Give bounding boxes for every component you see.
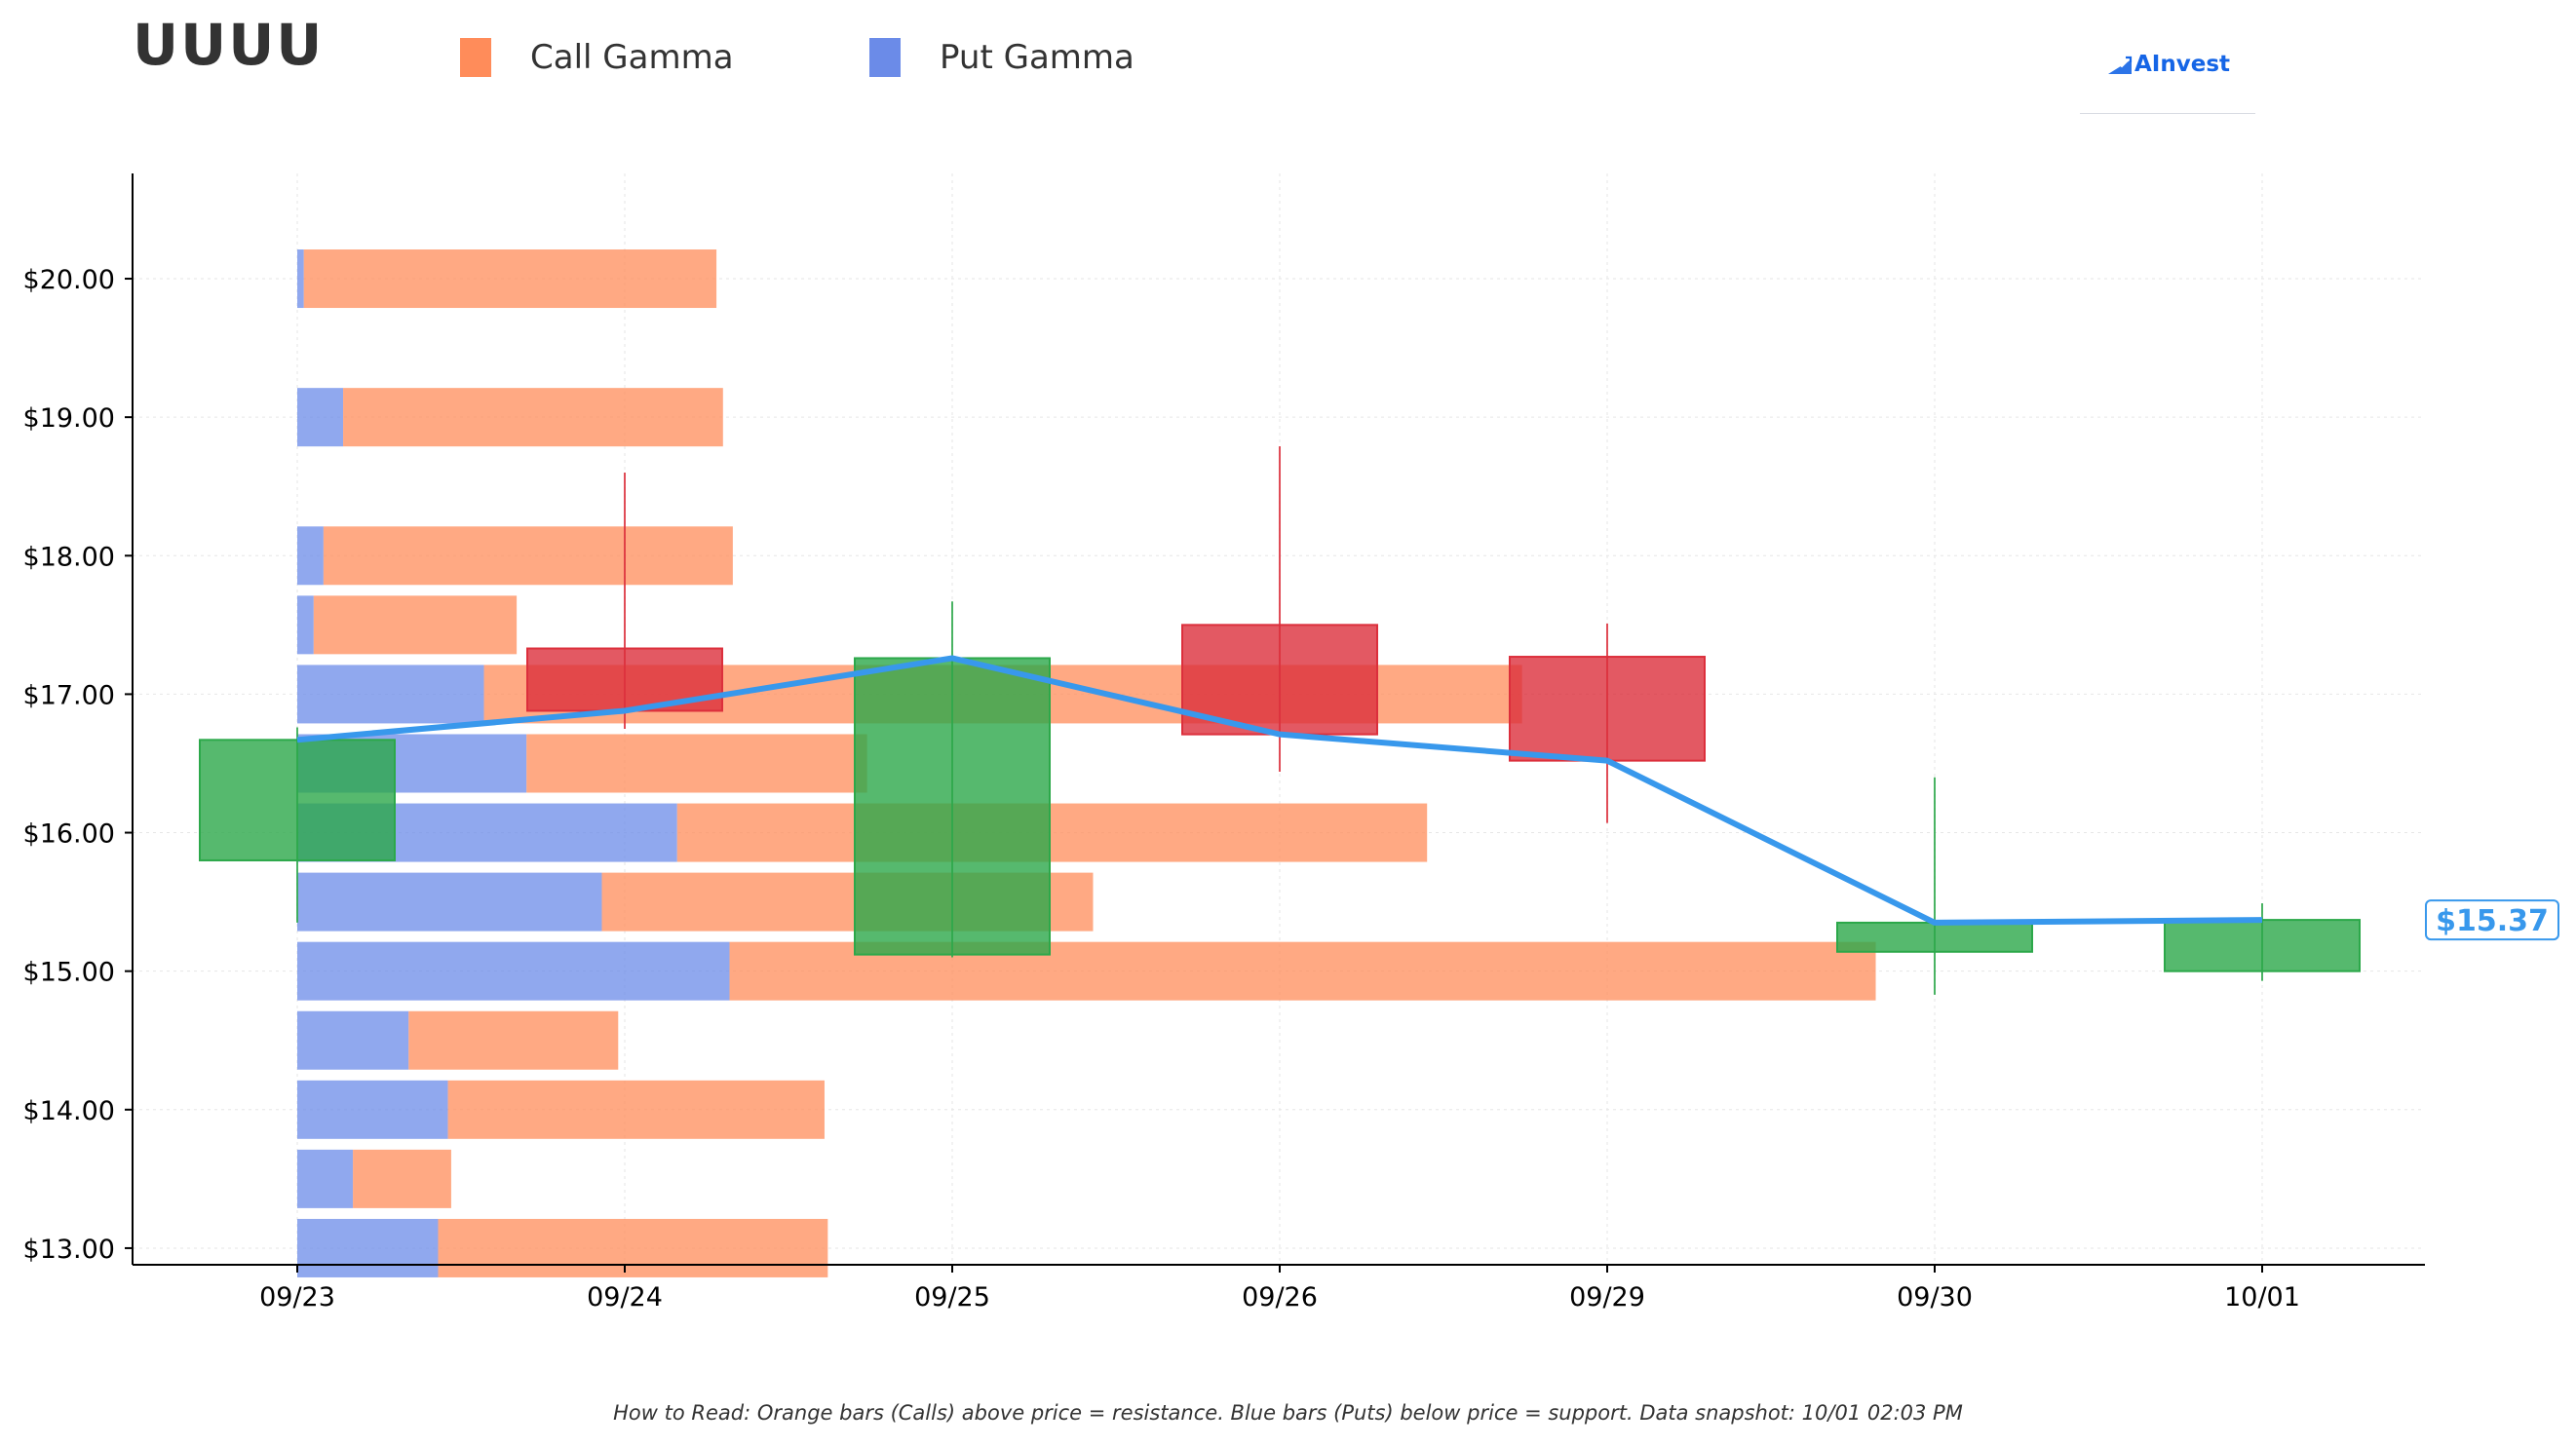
call-gamma-bar <box>526 734 867 793</box>
x-tick-label: 10/01 <box>2224 1282 2300 1313</box>
put-gamma-bar <box>297 941 730 1001</box>
y-tick-label: $17.00 <box>23 680 115 710</box>
ticker-title: UUUU <box>133 12 325 78</box>
brand-logo-box: AInvest <box>2080 47 2255 114</box>
gamma-bars <box>297 249 1876 1277</box>
y-tick-label: $19.00 <box>23 403 115 434</box>
put-gamma-bar <box>297 249 304 309</box>
axis-labels: $15.37 $13.00 $14.00 $15.00 $16.00 $17.00 $18.… <box>23 265 2559 1313</box>
call-gamma-label: Call Gamma <box>530 38 734 77</box>
call-gamma-bar <box>313 595 518 655</box>
put-gamma-swatch <box>869 38 901 77</box>
put-gamma-bar <box>297 665 484 724</box>
y-tick-label: $18.00 <box>23 542 115 572</box>
candle-body <box>2164 919 2361 972</box>
call-gamma-bar <box>676 803 1428 862</box>
put-gamma-bar <box>297 595 314 655</box>
put-gamma-bar <box>297 1080 448 1139</box>
call-gamma-bar <box>353 1149 451 1208</box>
candles <box>199 446 2361 995</box>
put-gamma-bar <box>297 388 344 447</box>
put-gamma-bar <box>297 1218 439 1277</box>
candle-body <box>1509 656 1706 762</box>
legend-put-gamma: Put Gamma <box>869 33 1134 82</box>
x-tick-label: 09/26 <box>1242 1282 1318 1313</box>
y-tick-label: $20.00 <box>23 265 115 295</box>
chart-growth-icon <box>2108 56 2133 74</box>
brand-logo: AInvest <box>2107 52 2230 77</box>
call-gamma-swatch <box>460 38 491 77</box>
current-price-label: $15.37 <box>2436 904 2549 938</box>
call-gamma-bar <box>447 1080 825 1139</box>
x-tick-label: 09/23 <box>259 1282 335 1313</box>
axes <box>125 173 2425 1273</box>
x-tick-label: 09/25 <box>914 1282 990 1313</box>
y-tick-label: $16.00 <box>23 819 115 850</box>
x-tick-label: 09/30 <box>1897 1282 1973 1313</box>
x-tick-label: 09/29 <box>1569 1282 1645 1313</box>
price-polyline <box>296 655 2263 926</box>
legend-call-gamma: Call Gamma <box>460 33 734 82</box>
brand-name: AInvest <box>2134 52 2231 77</box>
candle-body <box>199 739 396 861</box>
x-tick-label: 09/24 <box>587 1282 663 1313</box>
y-tick-label: $15.00 <box>23 958 115 988</box>
put-gamma-bar <box>297 872 602 932</box>
call-gamma-bar <box>323 526 733 586</box>
candle-body <box>1181 624 1378 736</box>
y-tick-label: $14.00 <box>23 1096 115 1126</box>
put-gamma-bar <box>297 1149 354 1208</box>
put-gamma-bar <box>297 526 324 586</box>
call-gamma-bar <box>343 388 723 447</box>
put-gamma-label: Put Gamma <box>940 38 1134 77</box>
how-to-read-caption: How to Read: Orange bars (Calls) above p… <box>613 1401 1963 1425</box>
candle-body <box>854 657 1051 956</box>
price-line <box>296 655 2263 926</box>
current-price-badge <box>2425 899 2559 941</box>
gamma-candlestick-chart: $15.37 $13.00 $14.00 $15.00 $16.00 $17.00 $18.… <box>23 173 2559 1313</box>
put-gamma-bar <box>297 1010 409 1070</box>
call-gamma-bar <box>438 1218 828 1277</box>
y-tick-label: $13.00 <box>23 1235 115 1265</box>
call-gamma-bar <box>303 249 717 309</box>
candle-body <box>1836 921 2033 953</box>
call-gamma-bar <box>408 1010 619 1070</box>
